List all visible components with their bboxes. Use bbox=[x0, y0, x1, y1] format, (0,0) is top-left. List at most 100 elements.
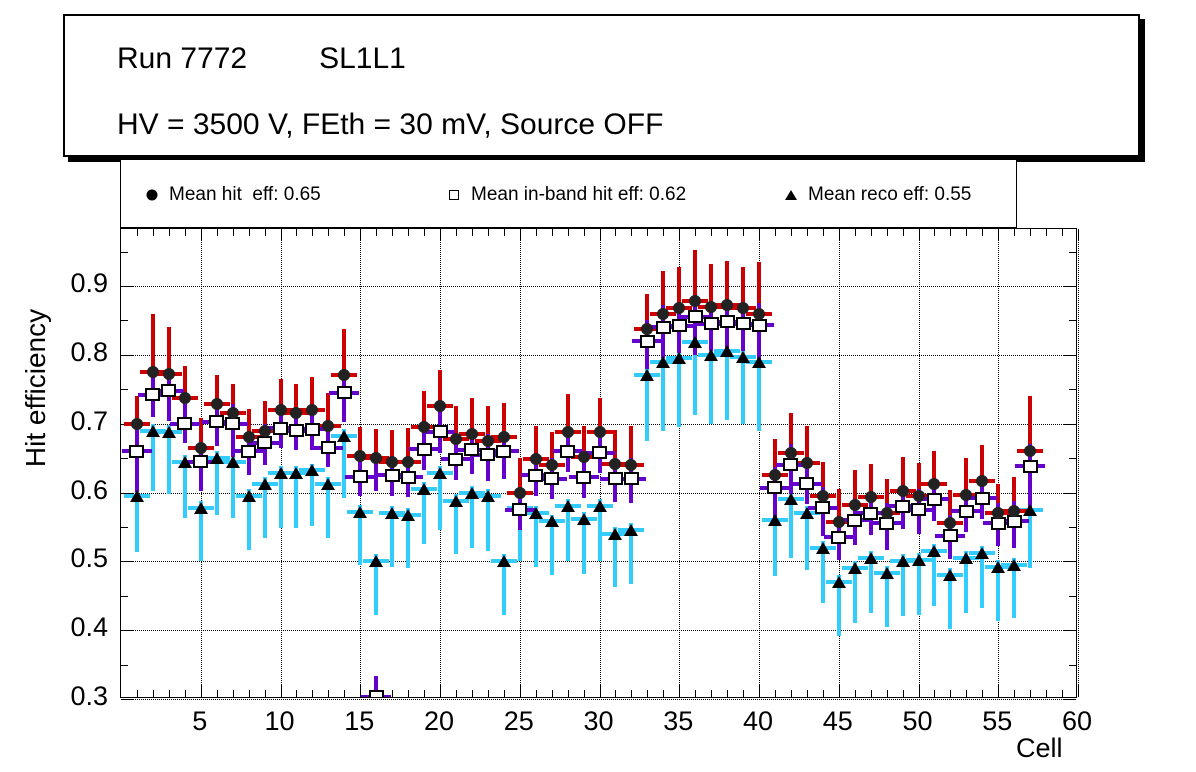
reco-error-bar bbox=[613, 526, 618, 588]
hit-eff-marker bbox=[418, 421, 431, 434]
hit-eff-marker bbox=[737, 302, 750, 315]
x-axis-minor-tick bbox=[296, 229, 298, 236]
hit-eff-marker bbox=[290, 407, 303, 420]
x-axis-minor-tick bbox=[631, 690, 633, 697]
reco-error-bar bbox=[453, 493, 458, 555]
x-axis-minor-tick bbox=[248, 690, 250, 697]
inband-hit-eff-marker bbox=[288, 424, 304, 438]
y-axis-tick bbox=[1064, 286, 1076, 287]
x-axis-tick bbox=[599, 229, 601, 241]
y-axis-minor-tick bbox=[121, 320, 128, 322]
hit-eff-marker bbox=[960, 488, 973, 501]
x-axis-minor-tick bbox=[168, 690, 170, 697]
hit-error-bar-upper bbox=[884, 478, 889, 514]
inband-hit-eff-marker bbox=[320, 441, 336, 455]
hit-error-bar-upper bbox=[629, 425, 634, 465]
title-run-line: Run 7772 SL1L1 bbox=[117, 42, 406, 76]
gridline-vertical bbox=[998, 229, 1000, 697]
reco-error-bar bbox=[645, 368, 650, 441]
hit-error-bar-upper bbox=[788, 412, 793, 453]
reco-error-bar bbox=[757, 354, 761, 431]
reco-error-bar bbox=[772, 513, 777, 577]
inband-hit-eff-marker bbox=[209, 415, 225, 429]
reco-eff-marker bbox=[911, 553, 926, 566]
reco-error-bar bbox=[230, 454, 235, 518]
x-axis-minor-tick bbox=[344, 229, 346, 236]
inband-hit-eff-marker bbox=[432, 425, 448, 439]
y-axis-tick-label: 0.8 bbox=[70, 336, 108, 367]
hit-error-bar-upper bbox=[1028, 396, 1033, 452]
gridline-horizontal bbox=[121, 354, 1076, 356]
x-axis-minor-tick bbox=[152, 229, 154, 236]
x-axis-minor-tick bbox=[790, 690, 792, 697]
x-axis-minor-tick bbox=[503, 229, 505, 236]
hit-eff-marker bbox=[928, 478, 941, 491]
hit-eff-marker bbox=[816, 489, 829, 502]
reco-eff-marker bbox=[879, 567, 894, 580]
hit-error-bar-upper bbox=[852, 470, 857, 505]
x-axis-minor-tick bbox=[296, 690, 298, 697]
x-axis-minor-tick bbox=[136, 690, 138, 697]
legend-entry-hit-eff: Mean hit eff: 0.65 bbox=[135, 160, 321, 229]
x-axis-tick-label: 50 bbox=[902, 706, 933, 736]
reco-eff-marker bbox=[496, 555, 511, 568]
hit-error-bar-upper bbox=[996, 483, 1001, 514]
y-axis-minor-tick bbox=[1069, 595, 1076, 597]
hit-eff-marker bbox=[944, 517, 957, 530]
inband-hit-eff-marker bbox=[942, 529, 958, 543]
hit-eff-marker bbox=[322, 419, 335, 432]
hit-error-bar-upper bbox=[581, 425, 586, 457]
data-points-layer bbox=[121, 229, 1076, 697]
legend-label-hit-eff: Mean hit eff: 0.65 bbox=[169, 183, 321, 205]
x-axis-minor-tick bbox=[966, 229, 968, 236]
reco-error-bar bbox=[390, 506, 395, 567]
hit-error-bar-upper bbox=[772, 438, 777, 476]
x-axis-minor-tick bbox=[743, 229, 745, 236]
x-axis-minor-tick bbox=[966, 690, 968, 697]
hit-eff-marker bbox=[370, 452, 383, 465]
x-axis-minor-tick bbox=[471, 229, 473, 236]
hit-eff-marker bbox=[1024, 445, 1037, 458]
reco-error-bar bbox=[709, 347, 714, 424]
hit-error-bar-upper bbox=[932, 451, 937, 485]
inband-hit-eff-marker bbox=[129, 444, 145, 458]
x-axis-minor-tick bbox=[312, 229, 314, 236]
reco-eff-marker bbox=[417, 483, 432, 496]
inband-hit-eff-marker bbox=[815, 501, 831, 515]
hit-error-bar-upper bbox=[182, 365, 187, 399]
x-axis-tick-label: 35 bbox=[663, 706, 694, 736]
gridline-horizontal bbox=[121, 492, 1076, 494]
reco-error-bar bbox=[549, 514, 554, 576]
x-axis-minor-tick bbox=[567, 229, 569, 236]
hit-eff-marker bbox=[529, 453, 542, 466]
x-axis-minor-tick bbox=[264, 229, 266, 236]
y-axis-tick-label: 0.5 bbox=[70, 543, 108, 574]
hit-eff-marker bbox=[338, 369, 351, 382]
y-axis-minor-tick bbox=[1069, 320, 1076, 322]
hit-error-bar-upper bbox=[501, 403, 506, 438]
reco-error-bar bbox=[214, 451, 219, 515]
x-axis-tick-label: 20 bbox=[423, 706, 455, 736]
reco-error-bar bbox=[1012, 557, 1017, 619]
x-axis-minor-tick bbox=[312, 690, 314, 697]
x-axis-minor-tick bbox=[551, 690, 553, 697]
x-axis-tick bbox=[838, 685, 840, 697]
reco-eff-marker bbox=[225, 455, 240, 468]
reco-eff-marker bbox=[560, 500, 575, 513]
hit-error-bar-upper bbox=[134, 396, 139, 424]
y-axis-minor-tick bbox=[121, 526, 128, 528]
open-square-icon bbox=[437, 160, 471, 229]
x-axis-minor-tick bbox=[168, 229, 170, 236]
title-box: Run 7772 SL1L1 HV = 3500 V, FEth = 30 mV,… bbox=[63, 14, 1140, 157]
reco-eff-marker bbox=[1007, 558, 1022, 571]
reco-eff-marker bbox=[177, 455, 192, 468]
reco-error-bar bbox=[900, 554, 905, 617]
x-axis-minor-tick bbox=[455, 690, 457, 697]
inband-error-bar bbox=[374, 676, 379, 697]
x-axis-tick bbox=[599, 685, 601, 697]
x-axis-minor-tick bbox=[822, 229, 824, 236]
reco-error-bar bbox=[964, 551, 969, 613]
reco-error-bar bbox=[677, 351, 682, 428]
y-axis-tick bbox=[121, 286, 133, 287]
hit-eff-marker bbox=[545, 458, 558, 471]
